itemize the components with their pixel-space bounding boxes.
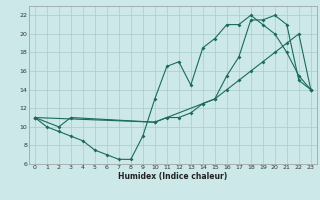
X-axis label: Humidex (Indice chaleur): Humidex (Indice chaleur)	[118, 172, 228, 181]
